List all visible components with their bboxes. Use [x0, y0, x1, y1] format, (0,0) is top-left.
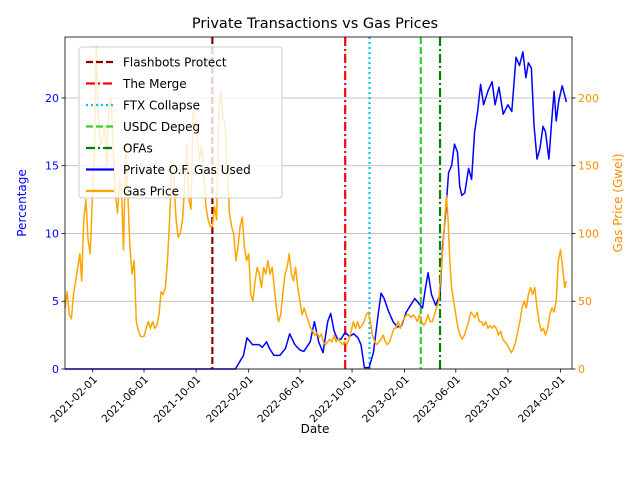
series-line [65, 51, 568, 370]
y-right-tick-label: 50 [578, 295, 592, 308]
legend-label: Private O.F. Gas Used [123, 163, 251, 177]
y-right-tick-label: 150 [578, 160, 599, 173]
y-left-tick-label: 15 [45, 160, 59, 173]
y-left-tick-label: 0 [52, 363, 59, 376]
legend-label: Gas Price [123, 185, 179, 199]
y-axis-left-label: Percentage [15, 169, 29, 237]
y-left-tick-label: 5 [52, 295, 59, 308]
series-lines [64, 45, 568, 370]
legend-box [78, 46, 283, 199]
legend: Flashbots Protect The Merge FTX Collapse US… [78, 46, 283, 199]
plot-frame [64, 36, 573, 370]
y-right-tick-label: 0 [578, 363, 585, 376]
legend-label: Flashbots Protect [123, 56, 227, 70]
event-lines [211, 37, 442, 369]
y-axis-right-label: Gas Price (Gwei) [611, 154, 625, 253]
y-left-tick-label: 10 [45, 227, 59, 240]
x-axis-label: Date [301, 422, 330, 436]
chart-title: Private Transactions vs Gas Prices [192, 16, 438, 32]
y-right-tick-label: 100 [578, 227, 599, 240]
legend-label: USDC Depeg [123, 120, 200, 134]
legend-label: FTX Collapse [123, 99, 200, 113]
y-left-tick-label: 20 [45, 92, 59, 105]
legend-label: The Merge [122, 77, 187, 91]
y-right-tick-label: 200 [578, 92, 599, 105]
legend-label: OFAs [123, 142, 153, 156]
series-line [64, 45, 568, 354]
